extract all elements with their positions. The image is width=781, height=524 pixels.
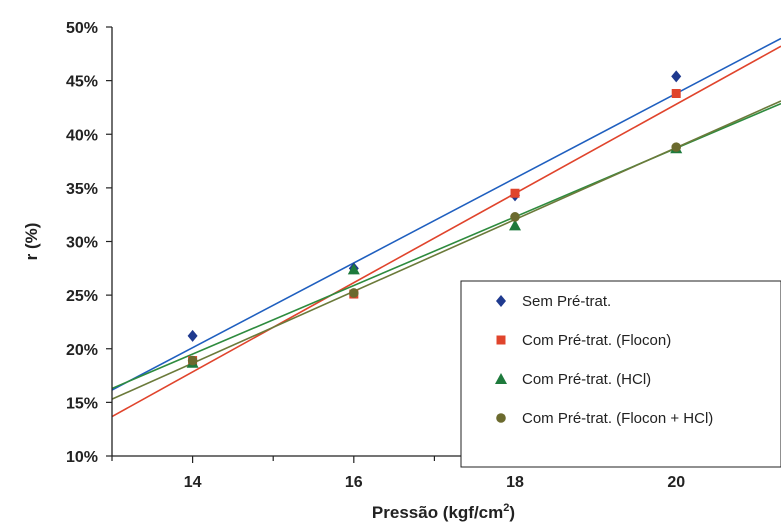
- data-point-series-1: [671, 70, 682, 83]
- x-axis-title: Pressão (kgf/cm2): [372, 502, 515, 522]
- legend-marker-4: [496, 413, 506, 423]
- y-tick-label: 35%: [66, 181, 98, 198]
- data-point-series-1: [187, 329, 198, 342]
- y-axis-title: r (%): [22, 223, 41, 261]
- data-point-series-3: [509, 219, 522, 231]
- data-points: [186, 70, 683, 368]
- x-tick-label: 18: [506, 474, 524, 491]
- x-tick-label: 20: [667, 474, 685, 491]
- legend-label-1: Sem Pré-trat.: [522, 293, 611, 310]
- x-tick-label: 16: [345, 474, 363, 491]
- y-tick-label: 15%: [66, 395, 98, 412]
- x-axis-title-main: Pressão (kgf/cm: [372, 503, 503, 522]
- legend-label-3: Com Pré-trat. (HCl): [522, 371, 651, 388]
- y-tick-label: 20%: [66, 342, 98, 359]
- y-tick-label: 30%: [66, 235, 98, 252]
- data-point-series-4: [510, 212, 520, 222]
- x-axis-title-sup: 2: [503, 502, 509, 514]
- y-tick-label: 50%: [66, 20, 98, 37]
- data-point-series-4: [187, 355, 198, 366]
- y-tick-label: 25%: [66, 288, 98, 305]
- data-point-series-2: [671, 88, 681, 98]
- x-tick-label: 14: [184, 474, 202, 491]
- x-axis-title-suffix: ): [509, 503, 515, 522]
- data-point-series-2: [510, 188, 520, 198]
- legend-marker-3: [495, 373, 507, 384]
- legend: Sem Pré-trat. Com Pré-trat. (Flocon) Com P…: [460, 280, 781, 468]
- legend-marker-1: [496, 295, 506, 307]
- y-tick-labels: 10% 15% 20% 25% 30% 35% 40% 45% 50%: [66, 20, 112, 466]
- trend-line-series-2: [111, 45, 781, 418]
- data-point-series-4: [671, 142, 682, 152]
- legend-label-2: Com Pré-trat. (Flocon): [522, 332, 671, 349]
- data-point-series-4: [349, 288, 359, 298]
- fit-lines: [111, 37, 781, 418]
- data-point-series-3: [347, 263, 360, 275]
- legend-label-4: Com Pré-trat. (Flocon + HCl): [522, 410, 713, 427]
- y-tick-label: 40%: [66, 127, 98, 144]
- trend-line-series-4: [111, 100, 781, 400]
- legend-box: [460, 280, 781, 468]
- trend-line-series-1: [111, 37, 781, 391]
- y-tick-label: 45%: [66, 74, 98, 91]
- legend-marker-2: [496, 335, 506, 345]
- y-tick-label: 10%: [66, 449, 98, 466]
